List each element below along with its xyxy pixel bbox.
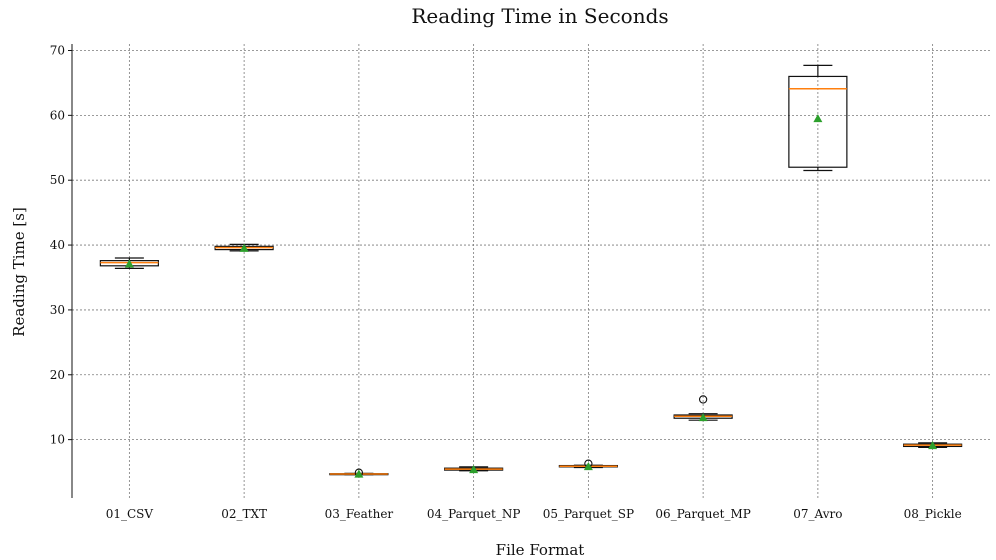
x-tick-label: 06_Parquet_MP: [655, 507, 750, 521]
mean-marker: [698, 413, 708, 422]
mean-marker: [469, 464, 479, 474]
y-tick-label: 60: [50, 108, 65, 122]
y-tick-label: 50: [50, 173, 65, 187]
x-tick-label: 05_Parquet_SP: [543, 507, 634, 521]
mean-marker: [583, 462, 593, 471]
mean-marker: [354, 469, 364, 478]
x-tick-label: 02_TXT: [221, 507, 267, 521]
y-tick-label: 40: [50, 238, 65, 252]
x-tick-label: 03_Feather: [325, 507, 394, 521]
chart-title: Reading Time in Seconds: [411, 4, 668, 28]
plot-area: 10 20 30 40 50 60 70 01_CSV 02_TXT 03_Feather 04_P…: [50, 43, 990, 521]
x-tick-label: 08_Pickle: [904, 507, 962, 521]
y-tick-label: 30: [50, 303, 65, 317]
mean-marker: [813, 114, 823, 123]
x-axis-label: File Format: [496, 541, 585, 559]
y-tick-label: 10: [50, 433, 65, 447]
x-tick-label: 01_CSV: [106, 507, 154, 521]
x-tick-label: 04_Parquet_NP: [427, 507, 521, 521]
box-iqr: [788, 75, 848, 168]
outlier-point: [698, 395, 708, 404]
y-tick-label: 20: [50, 368, 65, 382]
mean-marker: [928, 440, 938, 450]
mean-marker: [124, 259, 134, 268]
y-axis-label: Reading Time [s]: [10, 207, 28, 337]
x-tick-label: 07_Avro: [793, 507, 842, 521]
mean-marker: [239, 243, 249, 252]
y-tick-label: 70: [50, 43, 65, 57]
